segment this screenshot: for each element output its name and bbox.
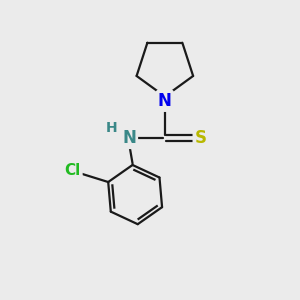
Text: Cl: Cl — [64, 163, 81, 178]
Text: S: S — [194, 129, 206, 147]
Text: H: H — [106, 121, 117, 135]
Text: N: N — [122, 129, 136, 147]
Text: N: N — [158, 92, 172, 110]
